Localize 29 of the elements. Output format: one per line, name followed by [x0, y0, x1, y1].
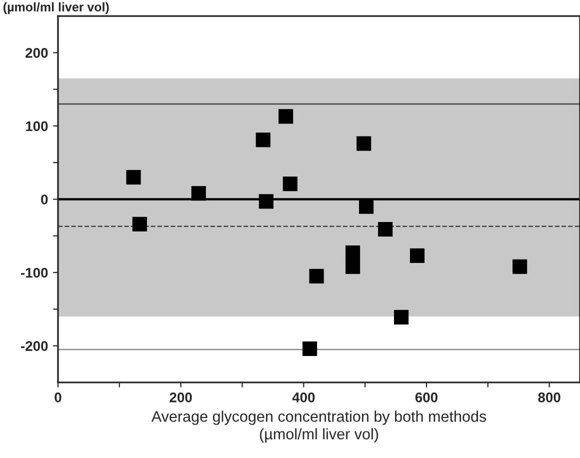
- y-tick-label: -100: [21, 268, 48, 278]
- y-axis-title: (µmol/ml liver vol): [4, 2, 109, 14]
- y-tick-label: 200: [26, 48, 48, 58]
- point: [302, 341, 318, 356]
- point: [359, 199, 374, 214]
- point: [191, 186, 206, 201]
- y-tick-label: -200: [21, 341, 48, 351]
- point: [126, 170, 141, 185]
- x-axis-title: Average glycogen concentration by both methods (µmol/ml liver vol): [151, 410, 486, 442]
- point: [512, 259, 528, 274]
- x-tick-label: 400: [292, 392, 315, 402]
- point: [258, 194, 274, 209]
- point: [256, 132, 270, 148]
- y-tick-label: 0: [41, 194, 48, 204]
- point: [378, 222, 393, 237]
- y-tick-label: 100: [26, 121, 48, 132]
- point: [345, 245, 360, 260]
- x-tick-label: 200: [170, 392, 192, 402]
- x-tick-label: 600: [415, 392, 438, 402]
- x-tick-label: 0: [54, 392, 62, 402]
- point: [345, 259, 360, 274]
- point: [394, 310, 409, 324]
- point: [278, 109, 294, 124]
- point: [132, 216, 147, 232]
- point: [282, 176, 298, 192]
- point: [356, 136, 372, 151]
- x-tick-label: 800: [538, 392, 560, 402]
- point: [309, 268, 324, 284]
- point: [410, 248, 425, 263]
